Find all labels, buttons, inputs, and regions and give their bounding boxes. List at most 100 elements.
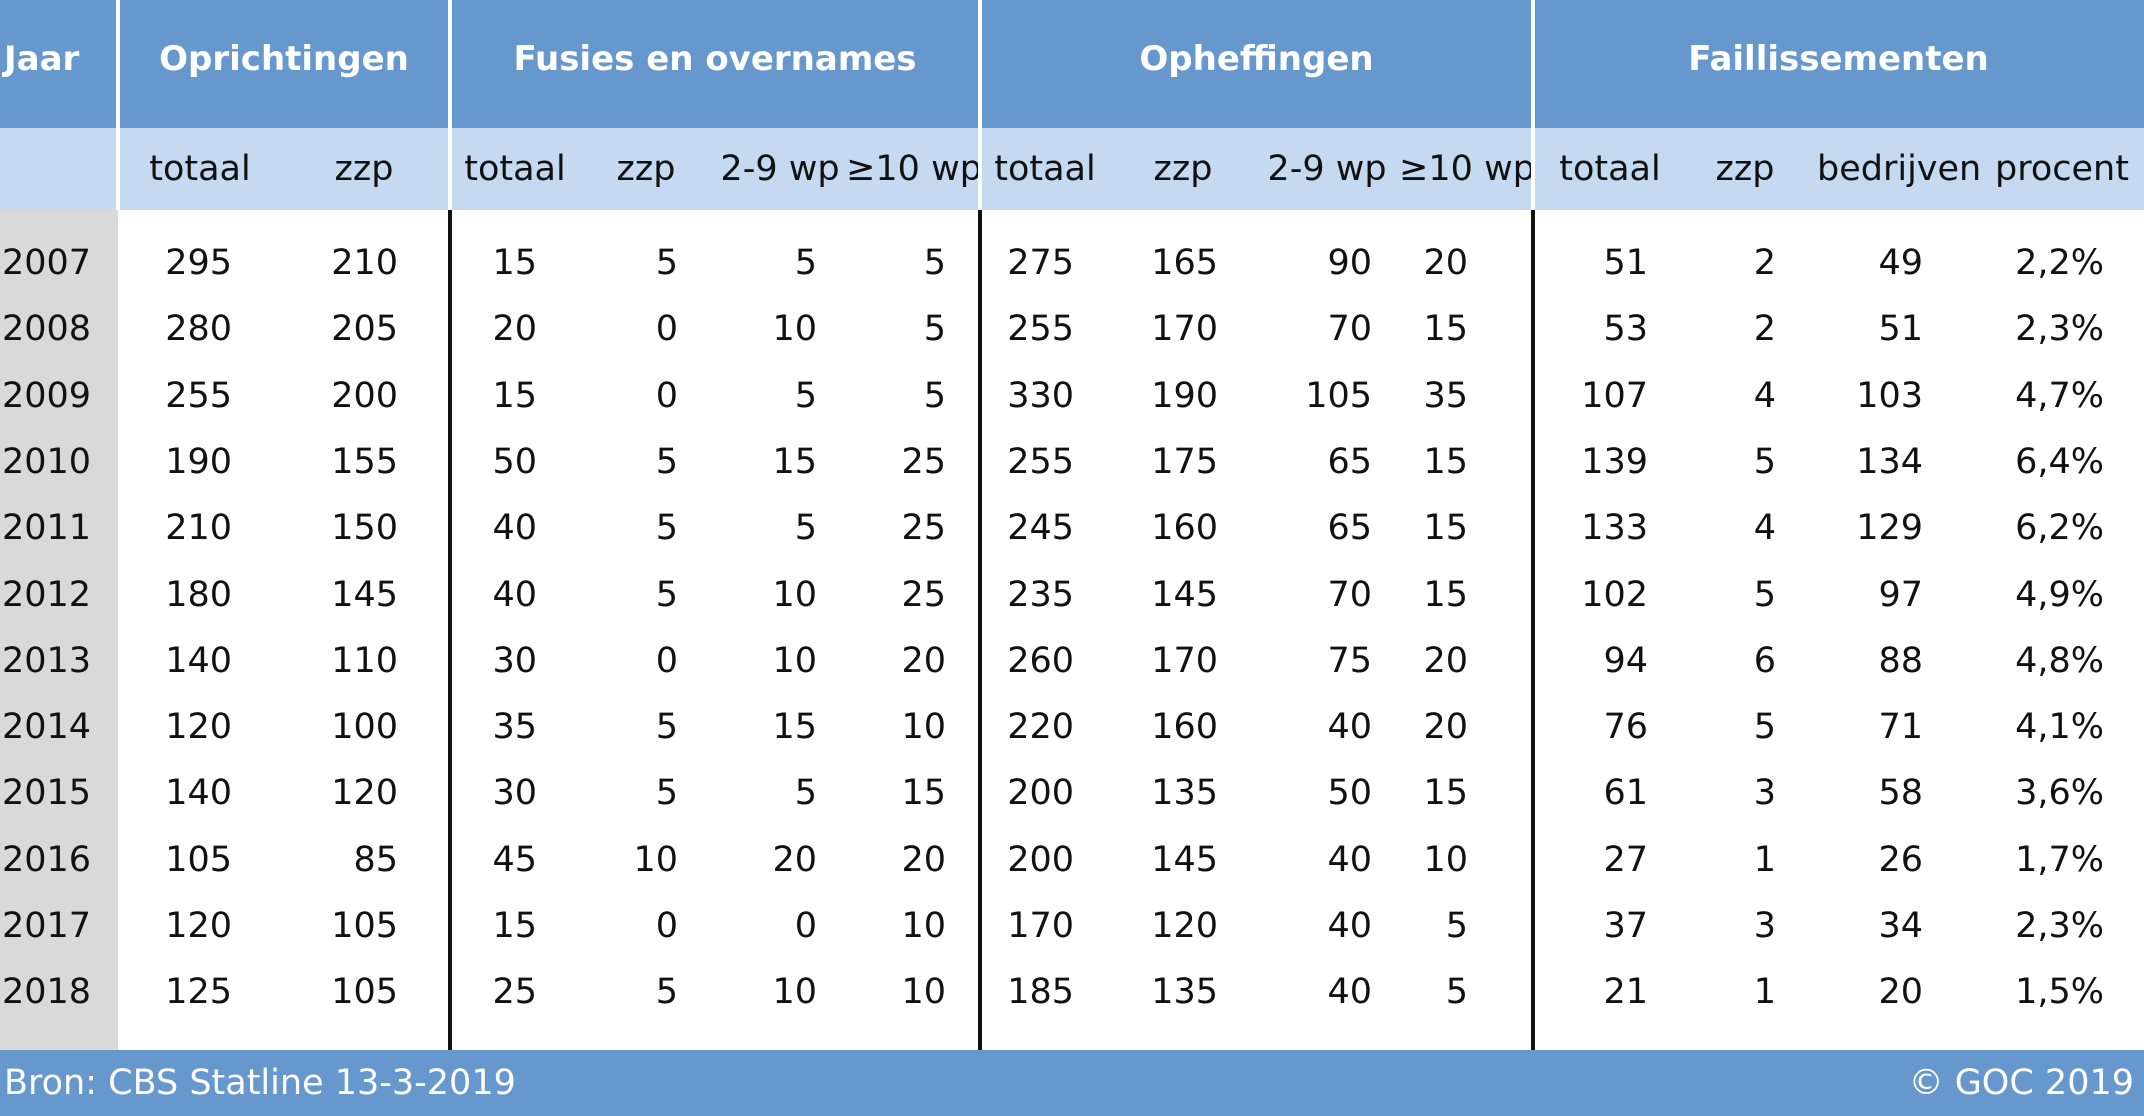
table-cell: 4	[1753, 375, 1776, 416]
table-cell: 1,5%	[2015, 972, 2104, 1013]
header-oprichtingen: Oprichtingen	[118, 0, 450, 128]
table-cell: 260	[1007, 640, 1074, 681]
table-cell: 15	[492, 375, 537, 416]
table-cell: 65	[1327, 441, 1372, 482]
table-cell: 100	[331, 707, 398, 748]
table-cell: 105	[331, 972, 398, 1013]
table-cell: 190	[1151, 375, 1218, 416]
header-opheffingen-label: Opheffingen	[1139, 39, 1374, 79]
table-cell: 103	[1856, 375, 1923, 416]
table-cell: 2,3%	[2015, 906, 2104, 946]
header-faillissementen-label: Faillissementen	[1688, 39, 1989, 79]
table-cell: 21	[1603, 972, 1648, 1013]
table-cell: 139	[1581, 441, 1648, 482]
table-cell: 34	[1878, 906, 1923, 946]
row-year: 2017	[2, 906, 92, 946]
footer-bar: Bron: CBS Statline 13-3-2019 © GOC 2019	[0, 1050, 2144, 1116]
table-cell: 3,6%	[2015, 773, 2104, 814]
table-cell: 15	[772, 707, 817, 748]
table-cell: 105	[331, 906, 398, 946]
table-cell: 71	[1878, 707, 1923, 748]
table-cell: 134	[1856, 441, 1923, 482]
table-cell: 120	[1151, 906, 1218, 946]
header-jaar-label: Jaar	[4, 39, 80, 79]
table-cell: 35	[492, 707, 537, 748]
table-cell: 15	[1423, 309, 1468, 350]
table-cell: 6	[1753, 640, 1776, 681]
table-cell: 255	[1007, 441, 1074, 482]
table-cell: 35	[1423, 375, 1468, 416]
table-cell: 10	[772, 574, 817, 615]
column-separator	[978, 210, 982, 1050]
header-fusies: Fusies en overnames	[450, 0, 980, 128]
table-cell: 15	[772, 441, 817, 482]
table-cell: 10	[1423, 839, 1468, 880]
row-year: 2012	[2, 574, 92, 615]
table-cell: 90	[1327, 243, 1372, 283]
table-cell: 0	[655, 906, 678, 946]
table-cell: 51	[1878, 309, 1923, 350]
table-cell: 70	[1327, 574, 1372, 615]
table-cell: 2	[1753, 243, 1776, 283]
table-cell: 275	[1007, 243, 1074, 283]
table-cell: 15	[492, 906, 537, 946]
table-cell: 40	[1327, 707, 1372, 748]
table-cell: 4,9%	[2015, 574, 2104, 615]
table-cell: 180	[165, 574, 232, 615]
table-cell: 125	[165, 972, 232, 1013]
table-cell: 210	[165, 508, 232, 549]
table-cell: 245	[1007, 508, 1074, 549]
table-cell: 5	[794, 243, 817, 283]
table-cell: 40	[1327, 906, 1372, 946]
column-header: totaal	[464, 149, 566, 189]
table-cell: 3	[1753, 773, 1776, 814]
table-cell: 75	[1327, 640, 1372, 681]
header-oprichtingen-label: Oprichtingen	[159, 39, 409, 79]
table-cell: 5	[655, 972, 678, 1013]
table-cell: 1	[1753, 839, 1776, 880]
table-cell: 5	[1753, 574, 1776, 615]
table-cell: 129	[1856, 508, 1923, 549]
table-cell: 255	[1007, 309, 1074, 350]
table-cell: 145	[331, 574, 398, 615]
table-cell: 5	[1445, 906, 1468, 946]
table-cell: 5	[655, 707, 678, 748]
table-cell: 51	[1603, 243, 1648, 283]
table-cell: 175	[1151, 441, 1218, 482]
column-header: procent	[1995, 149, 2129, 189]
table-cell: 10	[901, 972, 946, 1013]
table-cell: 97	[1878, 574, 1923, 615]
table-cell: 15	[1423, 773, 1468, 814]
table-cell: 30	[492, 640, 537, 681]
table-cell: 20	[1423, 243, 1468, 283]
table-cell: 25	[492, 972, 537, 1013]
header-opheffingen: Opheffingen	[980, 0, 1533, 128]
table-cell: 220	[1007, 707, 1074, 748]
column-header: zzp	[616, 149, 676, 189]
row-year: 2007	[2, 243, 92, 283]
table-cell: 49	[1878, 243, 1923, 283]
table-cell: 58	[1878, 773, 1923, 814]
table-cell: 5	[655, 441, 678, 482]
table-cell: 5	[794, 508, 817, 549]
table-cell: 61	[1603, 773, 1648, 814]
table-cell: 170	[1151, 309, 1218, 350]
table-cell: 5	[1753, 707, 1776, 748]
table-cell: 5	[794, 773, 817, 814]
row-year: 2016	[2, 839, 92, 880]
column-header: zzp	[1153, 149, 1213, 189]
table-cell: 5	[923, 243, 946, 283]
table-cell: 20	[492, 309, 537, 350]
row-year: 2011	[2, 508, 92, 549]
table-cell: 5	[655, 243, 678, 283]
column-header: totaal	[994, 149, 1096, 189]
table-cell: 2,3%	[2015, 309, 2104, 350]
table-cell: 5	[1445, 972, 1468, 1013]
row-year: 2008	[2, 309, 92, 350]
table-cell: 135	[1151, 773, 1218, 814]
table-cell: 5	[655, 773, 678, 814]
table-cell: 140	[165, 640, 232, 681]
table-cell: 85	[353, 839, 398, 880]
column-header: ≥10 wp	[1399, 149, 1535, 189]
table-cell: 120	[331, 773, 398, 814]
